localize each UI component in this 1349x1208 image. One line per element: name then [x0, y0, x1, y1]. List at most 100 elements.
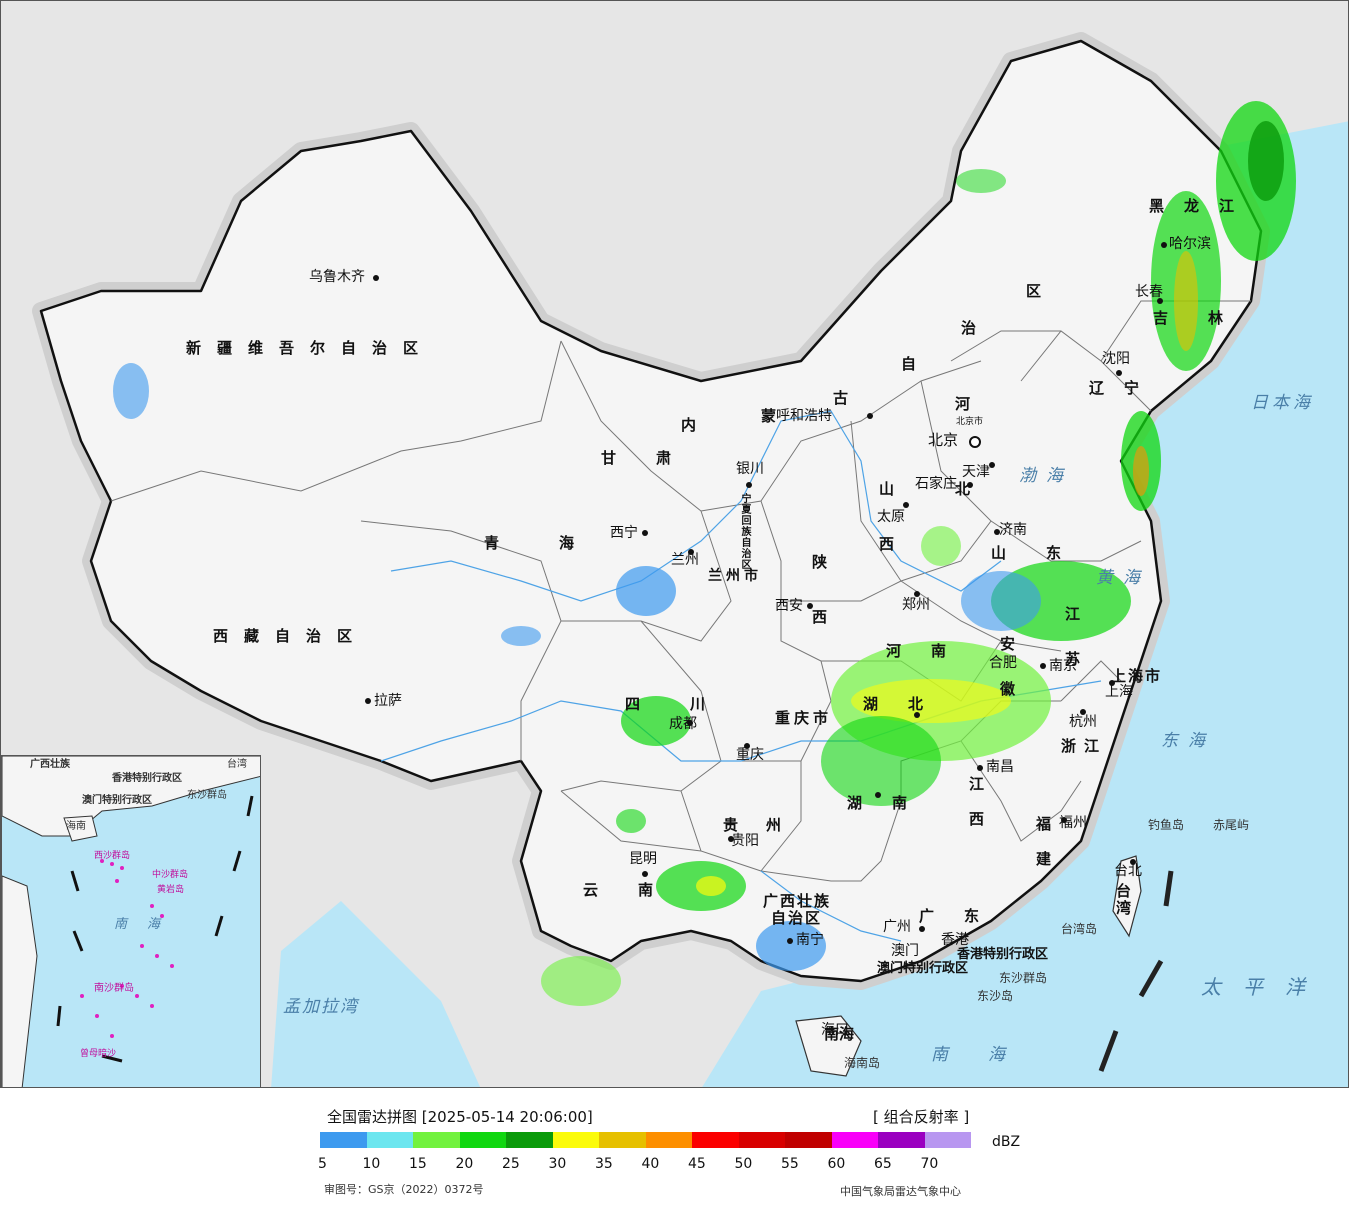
inset-hk: 香港特别行政区: [112, 773, 182, 784]
tick-label: 20: [455, 1156, 474, 1172]
city-dot: [744, 743, 750, 749]
sea-japan: 日本海: [1251, 393, 1314, 413]
province-jiangxi: 江西: [967, 776, 985, 846]
province-yunnan: 云南: [583, 881, 694, 899]
island-dongsha-island: 东沙岛: [977, 989, 1014, 1003]
province-jilin: 吉林: [1153, 309, 1264, 327]
province-jiangsu: 江苏: [1063, 606, 1081, 696]
city-dot: [807, 603, 813, 609]
island-dongsha: 东沙群岛: [999, 971, 1048, 985]
province-shandong: 山东: [991, 544, 1102, 562]
city-nanjing: 南京: [1049, 658, 1077, 674]
city-xian: 西安: [775, 598, 803, 614]
city-hohhot: 呼和浩特: [776, 408, 832, 424]
province-anhui: 安徽: [998, 636, 1016, 726]
city-dot: [914, 712, 920, 718]
sea-yellow: 黄海: [1096, 568, 1150, 588]
city-beijing: 北京: [928, 431, 959, 449]
color-swatch: [459, 1132, 506, 1148]
province-hk-sar: 香港特别行政区: [957, 947, 1049, 962]
sea-south: 南海: [931, 1045, 1045, 1065]
city-guangzhou: 广州: [883, 919, 911, 935]
city-haikou: 海口: [821, 1022, 849, 1038]
city-yinchuan: 银川: [736, 461, 764, 477]
city-hefei: 合肥: [989, 655, 1017, 671]
sea-bohai: 渤海: [1019, 466, 1073, 486]
city-dot: [373, 275, 379, 281]
color-swatch: [506, 1132, 553, 1148]
city-dot: [728, 836, 734, 842]
city-taipei: 台北: [1114, 863, 1142, 879]
legend-title: 全国雷达拼图 [2025-05-14 20:06:00]: [327, 1108, 593, 1126]
inset-nansha: 南沙群岛: [94, 983, 134, 994]
province-sichuan: 四川: [625, 695, 756, 713]
city-dot: [642, 871, 648, 877]
city-kunming: 昆明: [629, 851, 657, 867]
province-zhejiang: 浙江: [1061, 737, 1108, 755]
inset-macau: 澳门特别行政区: [82, 795, 152, 806]
city-nanchang: 南昌: [986, 759, 1014, 775]
tick-label: 10: [362, 1156, 381, 1172]
sea-pacific: 太平洋: [1201, 975, 1327, 999]
tick-label: 35: [595, 1156, 613, 1172]
province-neimenggu-6: 区: [1026, 282, 1058, 300]
province-heilongjiang: 黑龙江: [1149, 197, 1255, 215]
city-guiyang: 贵阳: [731, 833, 759, 849]
province-gansu: 甘肃: [601, 449, 712, 467]
color-swatch: [320, 1132, 367, 1148]
city-dot: [365, 698, 371, 704]
city-beijing-small: 北京市: [956, 417, 984, 427]
province-neimenggu-3: 古: [833, 389, 865, 407]
color-swatch: [692, 1132, 739, 1148]
color-swatch: [413, 1132, 460, 1148]
city-shanghai: 上海: [1105, 684, 1133, 700]
city-dot: [1161, 242, 1167, 248]
color-swatch: [924, 1132, 971, 1148]
tick-label: 25: [502, 1156, 520, 1172]
province-neimenggu-5: 治: [961, 319, 993, 337]
island-taiwan: 台湾岛: [1061, 922, 1098, 936]
tick-label: 40: [641, 1156, 660, 1172]
province-borders: [110, 300, 1251, 882]
city-taiyuan: 太原: [877, 509, 905, 525]
city-dot: [688, 549, 694, 555]
city-dot: [914, 591, 920, 597]
radar-map[interactable]: 新疆维吾尔自治区 西藏自治区 青海 甘肃 内 蒙 古 自 治 区 宁夏回族自治区…: [0, 0, 1349, 1088]
province-henan: 河南: [886, 642, 977, 660]
city-dot: [967, 482, 973, 488]
city-chongqing: 重庆: [736, 747, 764, 763]
city-tianjin: 天津: [962, 464, 990, 480]
tick-label: 45: [688, 1156, 706, 1172]
city-dot: [1116, 370, 1122, 376]
province-chongqing: 重庆市: [775, 709, 833, 727]
tick-label: 30: [548, 1156, 567, 1172]
city-dot: [1061, 817, 1067, 823]
tick-label: 15: [409, 1156, 427, 1172]
bengal-sea: [271, 901, 481, 1087]
sea-bengal: 孟加拉湾: [283, 997, 359, 1017]
province-lanzhou: 兰州市: [708, 568, 762, 584]
city-nanning: 南宁: [796, 932, 824, 948]
city-shenyang: 沈阳: [1102, 351, 1130, 367]
tick-label: 70: [920, 1156, 939, 1172]
inset-nanhai: 南海: [114, 917, 181, 932]
province-neimenggu-1: 内: [681, 416, 713, 434]
city-dot: [867, 413, 873, 419]
city-xining: 西宁: [610, 525, 638, 541]
inset-hainan: 海南: [66, 821, 86, 832]
city-dot: [642, 530, 648, 536]
approval-number: 审图号：GS京（2022）0372号: [324, 1183, 484, 1196]
color-swatch: [645, 1132, 692, 1148]
province-neimenggu-4: 自: [901, 355, 933, 373]
city-dot: [1157, 298, 1163, 304]
province-taiwan: 台湾: [1114, 883, 1132, 917]
province-hubei: 湖北: [863, 695, 954, 713]
province-fujian: 福建: [1034, 816, 1052, 886]
color-swatch: [366, 1132, 413, 1148]
province-liaoning: 辽宁: [1089, 379, 1160, 397]
city-hangzhou: 杭州: [1069, 714, 1097, 730]
inset-taiwan: 台湾: [227, 759, 247, 770]
province-shanghai: 上海市: [1111, 667, 1163, 685]
province-hainan: 海南: [822, 1026, 855, 1061]
city-dot: [994, 529, 1000, 535]
